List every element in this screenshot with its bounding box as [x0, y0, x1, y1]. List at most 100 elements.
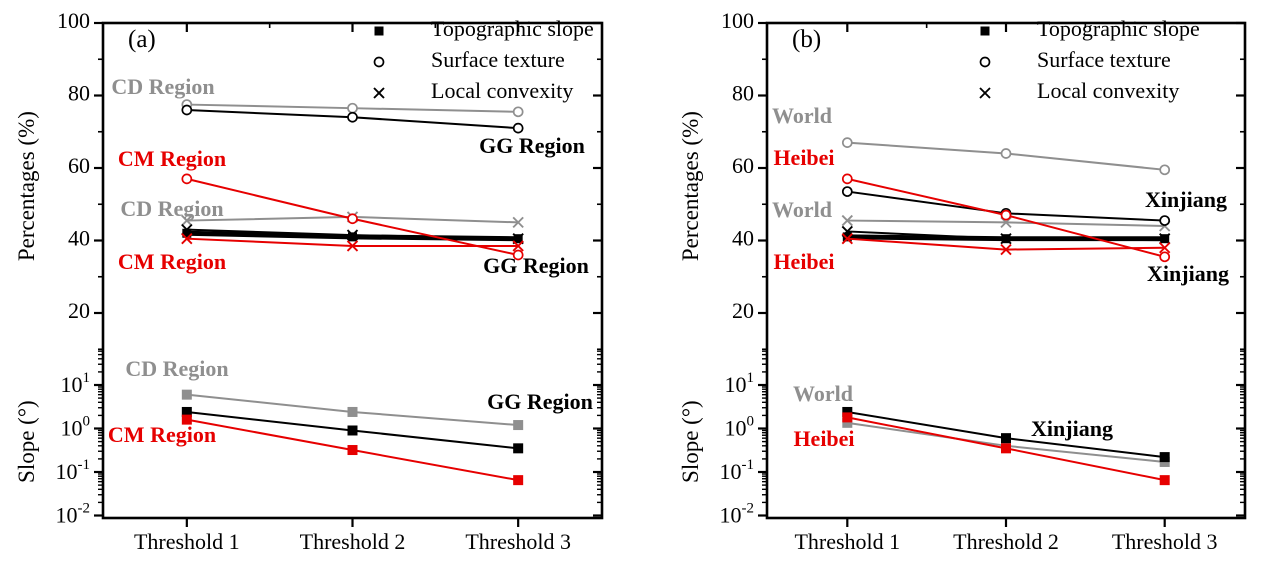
topographic-slope-marker [513, 420, 524, 431]
surface-texture-marker [1159, 164, 1171, 176]
annotation-gg-region: GG Region [487, 389, 593, 414]
annotation-cm-region: CM Region [118, 146, 226, 171]
topographic-slope-marker [182, 228, 192, 238]
local-convexity-marker [841, 214, 853, 227]
legend: Topographic slope Surface texture Local co… [373, 16, 594, 103]
square-icon [980, 26, 990, 36]
y-tick-label: 80 [68, 81, 90, 106]
annotation-cm-region: CM Region [118, 249, 226, 274]
surface-texture-marker [512, 106, 524, 118]
legend-label: Local convexity [1037, 78, 1179, 103]
legend-item-local-convexity: Local convexity [979, 78, 1179, 103]
series-cd-region-surface-texture-pct [181, 99, 524, 118]
y-axis-label-percentages: Percentages (%) [678, 111, 703, 261]
y-tick-label: 60 [732, 153, 754, 178]
local-convexity-marker [1159, 242, 1171, 254]
y-tick-label-log: 10-1 [720, 457, 755, 484]
local-convexity-marker [512, 216, 524, 229]
legend-label: Topographic slope [431, 16, 594, 41]
topographic-slope-marker [842, 417, 853, 428]
topographic-slope-marker [181, 389, 192, 400]
local-convexity-marker [181, 233, 193, 245]
surface-texture-marker [1159, 215, 1171, 226]
topographic-slope-marker [842, 412, 853, 423]
legend-label: Local convexity [431, 78, 573, 103]
topographic-slope-marker [842, 406, 853, 417]
y-axis-label-slope: Slope (°) [14, 400, 39, 483]
annotation-xinjiang: Xinjiang [1145, 187, 1227, 212]
annotation-cd-region: CD Region [120, 196, 223, 221]
annotation-heibei: Heibei [773, 249, 834, 274]
y-tick-label: 60 [68, 153, 90, 178]
topographic-slope-marker [347, 425, 358, 436]
local-convexity-marker [181, 214, 193, 227]
surface-texture-marker [347, 102, 358, 114]
surface-texture-marker [181, 104, 193, 116]
panel-label: (a) [128, 26, 156, 53]
y-axis-label-percentages: Percentages (%) [14, 111, 39, 261]
topographic-slope-marker [348, 232, 357, 242]
series-cd-region-topographic-slope-slope [181, 389, 524, 431]
annotation-cd-region: CD Region [125, 356, 228, 381]
annotation-gg-region: GG Region [483, 253, 589, 278]
legend-label: Surface texture [1037, 47, 1171, 72]
legend: Topographic slope Surface texture Local co… [979, 16, 1200, 103]
topographic-slope-marker [181, 414, 192, 425]
local-convexity-marker [1000, 233, 1012, 245]
series-heibei-surface-texture-pct [841, 173, 1171, 263]
topographic-slope-marker [1159, 475, 1170, 486]
topographic-slope-marker [1001, 443, 1011, 454]
annotation-gg-region: GG Region [479, 133, 585, 158]
local-convexity-marker [1000, 243, 1012, 256]
topographic-slope-marker [842, 232, 852, 242]
y-tick-label-log: 101 [725, 370, 755, 397]
surface-texture-marker [512, 249, 524, 261]
x-category-label: Threshold 2 [953, 529, 1059, 554]
y-tick-label-log: 10-2 [720, 501, 755, 528]
legend-item-surface-texture: Surface texture [373, 47, 565, 72]
legend-item-surface-texture: Surface texture [979, 47, 1171, 72]
surface-texture-marker [1159, 251, 1171, 263]
topographic-slope-marker [1159, 452, 1170, 463]
local-convexity-marker [1159, 233, 1171, 245]
annotation-world: World [772, 103, 832, 128]
y-tick-label: 100 [721, 8, 754, 33]
topographic-slope-marker [1001, 433, 1011, 444]
cross-icon [979, 87, 991, 99]
surface-texture-marker [347, 111, 358, 123]
surface-texture-marker [841, 173, 853, 185]
series-xinjiang-local-convexity-pct [841, 225, 1171, 245]
series-gg-region-topographic-slope-slope [181, 406, 524, 454]
surface-texture-marker [841, 186, 853, 197]
y-tick-label-log: 10-2 [56, 501, 91, 528]
legend-item-topographic-slope: Topographic slope [374, 16, 594, 41]
surface-texture-marker [181, 173, 193, 185]
topographic-slope-marker [513, 443, 524, 454]
annotation-heibei: Heibei [793, 426, 854, 451]
x-category-label: Threshold 2 [300, 529, 406, 554]
legend-label: Topographic slope [1037, 16, 1200, 41]
annotation-cm-region: CM Region [108, 422, 216, 447]
y-tick-label: 40 [732, 226, 754, 251]
x-category-label: Threshold 1 [134, 529, 240, 554]
y-tick-label-log: 10-1 [56, 457, 91, 484]
local-convexity-marker [346, 240, 359, 252]
local-convexity-marker [841, 233, 853, 245]
cross-icon [373, 87, 385, 99]
y-tick-label: 80 [732, 81, 754, 106]
square-icon [374, 26, 384, 36]
y-tick-label: 20 [732, 298, 754, 323]
x-category-label: Threshold 3 [1112, 529, 1218, 554]
legend-label: Surface texture [431, 47, 565, 72]
panel-a: 100 80 60 40 20 101 100 10-1 10-2 Threshold 1 Thre… [14, 8, 604, 554]
annotation-world: World [793, 381, 853, 406]
y-tick-label: 40 [68, 226, 90, 251]
topographic-slope-marker [513, 475, 524, 486]
surface-texture-marker [347, 213, 358, 225]
topographic-slope-marker [347, 445, 358, 456]
circle-icon [979, 56, 991, 68]
x-category-label: Threshold 1 [794, 529, 900, 554]
series-heibei-local-convexity-pct [841, 233, 1171, 256]
